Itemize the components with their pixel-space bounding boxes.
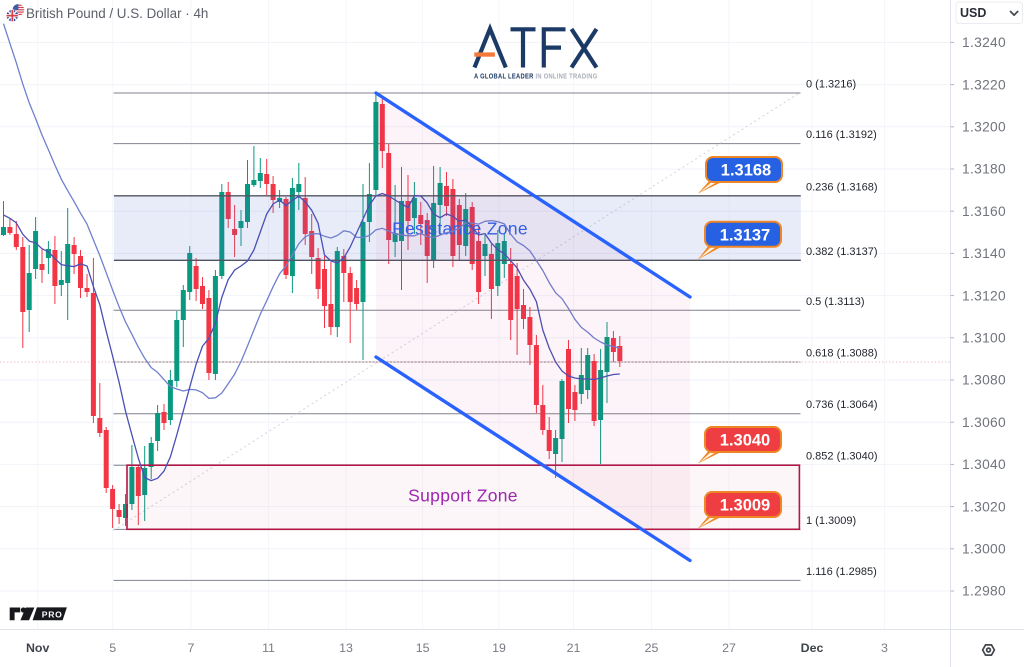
svg-text:Nov: Nov: [26, 641, 50, 655]
svg-text:0.618 (1.3088): 0.618 (1.3088): [806, 348, 878, 360]
svg-text:Support Zone: Support Zone: [408, 486, 518, 506]
svg-text:0.736 (1.3064): 0.736 (1.3064): [806, 399, 878, 411]
svg-text:1.3009: 1.3009: [720, 497, 770, 515]
svg-text:1.3100: 1.3100: [962, 331, 1006, 346]
svg-text:19: 19: [492, 641, 506, 655]
svg-text:0.852 (1.3040): 0.852 (1.3040): [806, 451, 878, 463]
svg-text:1.3168: 1.3168: [721, 162, 771, 180]
svg-text:1.3120: 1.3120: [962, 288, 1006, 303]
svg-text:A GLOBAL LEADER IN ONLINE TRAD: A GLOBAL LEADER IN ONLINE TRADING: [474, 73, 598, 80]
svg-text:0.382 (1.3137): 0.382 (1.3137): [806, 246, 878, 258]
svg-text:27: 27: [722, 641, 736, 655]
svg-text:3: 3: [881, 641, 888, 655]
svg-text:1.3020: 1.3020: [962, 499, 1006, 514]
svg-text:1.3040: 1.3040: [720, 432, 770, 450]
svg-text:1.3160: 1.3160: [962, 204, 1006, 219]
svg-text:11: 11: [262, 641, 275, 655]
svg-text:Dec: Dec: [801, 641, 824, 655]
svg-text:25: 25: [645, 641, 659, 655]
svg-text:British Pound / U.S. Dollar ·: British Pound / U.S. Dollar · 4h: [26, 6, 208, 21]
svg-text:15: 15: [416, 641, 430, 655]
svg-text:0 (1.3216): 0 (1.3216): [806, 79, 856, 91]
svg-text:0.5 (1.3113): 0.5 (1.3113): [806, 296, 865, 308]
svg-text:13: 13: [339, 641, 353, 655]
svg-text:5: 5: [109, 641, 116, 655]
svg-text:21: 21: [567, 641, 581, 655]
svg-text:1.3140: 1.3140: [962, 246, 1006, 261]
svg-text:USD: USD: [960, 6, 986, 20]
svg-text:0.116 (1.3192): 0.116 (1.3192): [806, 129, 877, 141]
svg-text:1.2980: 1.2980: [962, 584, 1006, 599]
svg-text:1 (1.3009): 1 (1.3009): [806, 515, 856, 527]
svg-text:1.3137: 1.3137: [720, 226, 770, 244]
svg-text:1.3000: 1.3000: [962, 542, 1006, 557]
svg-text:PRO: PRO: [42, 609, 63, 619]
svg-text:1.3180: 1.3180: [962, 162, 1006, 177]
svg-text:0.236 (1.3168): 0.236 (1.3168): [806, 181, 878, 193]
svg-text:1.3200: 1.3200: [962, 120, 1006, 135]
svg-text:1.3060: 1.3060: [962, 415, 1006, 430]
svg-text:7: 7: [188, 641, 195, 655]
svg-text:1.3080: 1.3080: [962, 373, 1006, 388]
svg-text:1.3040: 1.3040: [962, 457, 1006, 472]
svg-text:1.116 (1.2985): 1.116 (1.2985): [806, 566, 877, 578]
svg-text:1.3240: 1.3240: [962, 35, 1006, 50]
svg-text:1.3220: 1.3220: [962, 77, 1006, 92]
